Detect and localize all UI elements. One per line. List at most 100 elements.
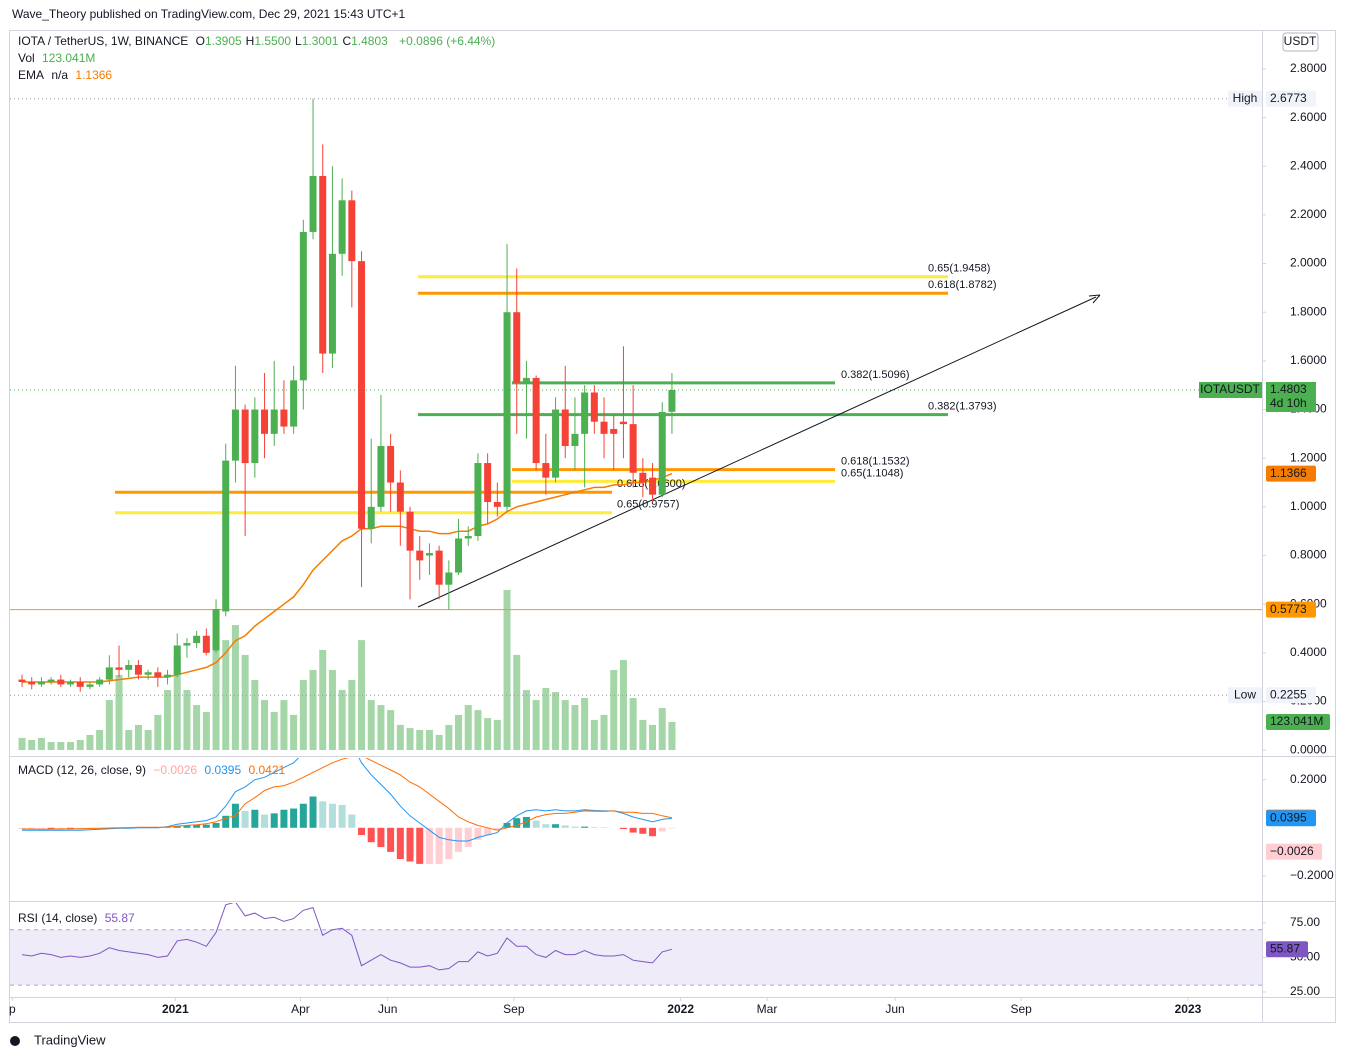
level-value-box [1266,687,1316,704]
ema-value: 1.1366 [75,68,113,82]
y-tick-label: 1.2000 [1290,450,1327,464]
volume-bar [144,729,152,750]
ema-name: EMA [18,68,45,82]
candle-body [134,664,142,675]
candle-body [328,253,336,354]
x-tick-label: Mar [757,1002,778,1016]
level-value: 0.2255 [1270,687,1307,701]
macd-histogram-bar [668,827,676,829]
hline-price-box [1266,601,1316,618]
volume-bar [241,654,249,750]
macd-histogram-bar [406,827,414,862]
volume-bar [590,719,598,750]
volume-bar [464,705,472,750]
footer-logo: TradingView [34,1032,106,1047]
macd-histogram-bar [328,803,336,828]
candle-body [629,424,637,473]
candle-body [619,421,627,425]
ohlc-key: H [245,34,255,48]
volume-bar [474,710,482,750]
volume-bar [105,700,113,750]
volume-price: 123.041M [1270,714,1323,728]
candle-body [484,463,492,502]
candle-body [202,635,210,653]
volume-bar [649,724,657,750]
y-tick-label: 0.2000 [1290,772,1327,786]
y-tick-label: 1.6000 [1290,353,1327,367]
currency-box[interactable] [1282,32,1319,52]
volume-bar [668,721,676,750]
countdown: 4d 10h [1270,396,1307,410]
macd-histogram-bar [435,827,443,864]
y-tick-label: 75.00 [1290,915,1320,929]
fib-label: 0.65(0.9757) [617,499,679,511]
macd-histogram-bar [222,815,230,828]
ohlc-key: O [195,34,205,48]
last-price: 1.4803 [1270,382,1307,396]
price-legend: IOTA / TetherUS, 1W, BINANCE O1.3905 H1.5… [18,34,499,48]
frame [9,30,1336,1023]
macd-histogram-bar [416,827,424,864]
hist-value: −0.0026 [153,763,198,777]
candle-body [96,679,104,685]
candle-body [309,175,317,232]
y-tick-label: 1.8000 [1290,304,1327,318]
ema-price-box [1266,465,1316,482]
volume-bar [610,669,618,750]
rsi-title: RSI (14, close) [18,911,98,925]
macd-histogram-bar [464,827,472,848]
volume-bar [164,690,172,750]
volume-bar [28,739,36,750]
level-value: 2.6773 [1270,91,1307,105]
x-tick-label: Jun [885,1002,904,1016]
y-tick-label: 2.0000 [1290,256,1327,270]
volume-bar [251,680,259,750]
candle-body [76,682,84,687]
volume-bar [542,687,550,750]
x-tick-label: Apr [291,1002,310,1016]
candle-body [299,231,307,381]
volume-bar [552,692,560,750]
macd-histogram-bar [619,827,627,829]
candle-body [552,409,560,478]
change: +0.0896 (+6.44%) [399,34,496,48]
ohlc-value: 1.3001 [301,34,339,48]
volume-bar [581,698,589,750]
currency[interactable]: USDT [1284,34,1317,48]
macd-histogram-bar [270,813,278,828]
fib-label: 0.618(1.8782) [928,279,997,291]
candle-body [474,463,482,537]
ohlc-value: 1.4803 [351,34,388,48]
macd-histogram-bar [561,825,569,828]
y-tick-label: 2.2000 [1290,207,1327,221]
hist-price: −0.0026 [1270,844,1314,858]
macd-value: 0.0395 [204,763,242,777]
last-price-box [1266,381,1316,412]
volume-bar [193,705,201,750]
volume-bar [571,705,579,750]
y-tick-label: 25.00 [1290,984,1320,998]
candle-body [154,672,162,678]
volume-bar [37,737,45,750]
candle-body [57,679,65,685]
candle-body [86,684,94,687]
macd-histogram-bar [338,804,346,828]
level-value-box [1266,90,1316,107]
macd-histogram-bar [28,827,36,829]
volume-bar [183,690,191,750]
volume-bar [435,734,443,750]
macd-histogram-bar [503,822,511,828]
candle-body [542,463,550,478]
candle-body [503,312,511,507]
volume-bar [202,711,210,750]
volume-bar [513,654,521,750]
candle-body [231,409,239,461]
volume-bar [348,680,356,750]
volume-bar [290,714,298,750]
volume-bar [67,742,75,750]
macd-histogram-bar [241,810,249,828]
volume-bar [358,640,366,750]
volume-bar [47,742,55,750]
